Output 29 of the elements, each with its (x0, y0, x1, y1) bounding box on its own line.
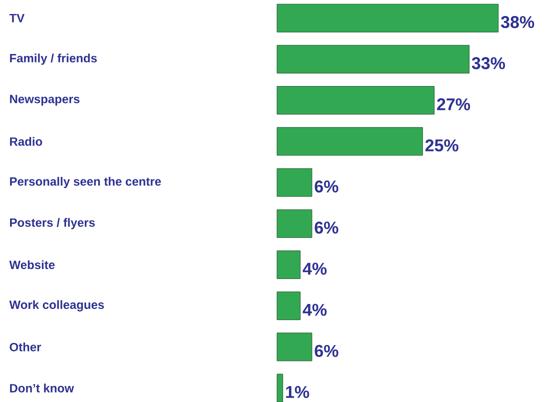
data-label: 27% (437, 98, 470, 110)
y-tick-label: Website (9, 260, 55, 270)
data-label: 6% (314, 222, 338, 234)
y-tick-label: Work colleagues (9, 300, 104, 312)
y-tick-label: Don’t know (10, 384, 74, 392)
bar (276, 127, 423, 156)
data-label: 6% (314, 180, 338, 193)
y-tick-label: Posters / flyers (10, 218, 95, 230)
data-label: 38% (500, 16, 534, 28)
y-tick-label: Family / friends (10, 54, 97, 65)
bar (276, 168, 312, 197)
data-label: 4% (302, 304, 327, 316)
data-label: 33% (472, 57, 505, 70)
y-tick-label: TV (9, 14, 25, 22)
bar (276, 44, 470, 74)
bar (276, 86, 434, 114)
y-tick-label: Newspapers (10, 94, 80, 106)
data-label: 6% (314, 344, 338, 357)
bar (276, 250, 300, 279)
data-label: 4% (302, 262, 327, 275)
y-tick-label: Other (10, 342, 42, 352)
bar (276, 332, 312, 362)
bar (276, 209, 312, 238)
y-tick-label: Personally seen the centre (10, 176, 161, 188)
bar (276, 292, 300, 320)
bar (276, 4, 499, 32)
data-label: 25% (425, 139, 458, 152)
data-label: 1% (286, 386, 310, 398)
y-tick-label: Radio (10, 137, 42, 146)
